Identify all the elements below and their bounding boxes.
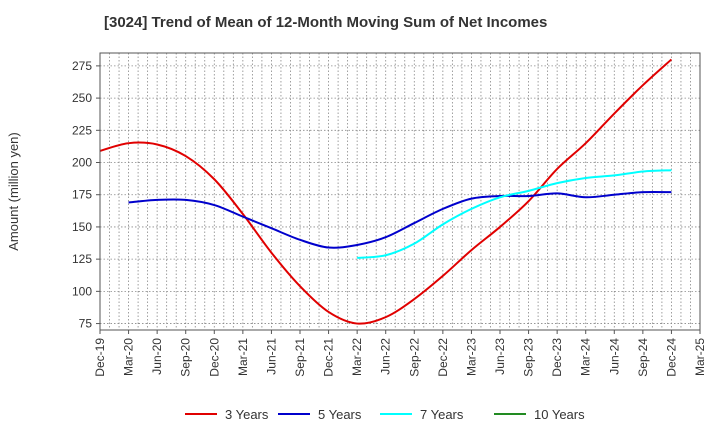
legend: 3 Years 5 Years 7 Years 10 Years xyxy=(185,407,585,422)
chart-title: [3024] Trend of Mean of 12-Month Moving … xyxy=(104,14,548,31)
x-tick-label: Jun-20 xyxy=(150,338,164,375)
x-tick-label: Sep-20 xyxy=(179,338,193,377)
legend-label-3-years: 3 Years xyxy=(225,407,269,422)
x-tick-label: Jun-23 xyxy=(493,338,507,375)
x-tick-label: Jun-24 xyxy=(607,338,621,375)
x-tick-label: Dec-22 xyxy=(436,338,450,377)
y-tick-label: 225 xyxy=(72,123,92,137)
legend-label-10-years: 10 Years xyxy=(534,407,585,422)
series-line-3-years xyxy=(99,58,673,325)
x-tick-label: Dec-23 xyxy=(550,338,564,377)
x-tick-label: Dec-24 xyxy=(664,338,678,377)
legend-label-7-years: 7 Years xyxy=(420,407,464,422)
x-tick-label: Jun-21 xyxy=(264,338,278,375)
y-tick-label: 275 xyxy=(72,59,92,73)
y-axis-ticks: 75 100 125 150 175 200 225 250 275 xyxy=(72,59,100,331)
series-line-7-years xyxy=(357,169,672,259)
x-tick-label: Mar-21 xyxy=(236,338,250,376)
x-axis-ticks: Dec-19 Mar-20 Jun-20 Sep-20 Dec-20 Mar-21 Jun-… xyxy=(93,330,707,377)
grid xyxy=(100,53,700,330)
y-tick-label: 175 xyxy=(72,188,92,202)
x-tick-label: Dec-19 xyxy=(93,338,107,377)
y-tick-label: 150 xyxy=(72,220,92,234)
x-tick-label: Mar-24 xyxy=(579,338,593,376)
x-tick-label: Sep-24 xyxy=(636,338,650,377)
x-tick-label: Dec-21 xyxy=(322,338,336,377)
legend-label-5-years: 5 Years xyxy=(318,407,362,422)
y-tick-label: 125 xyxy=(72,252,92,266)
x-tick-label: Jun-22 xyxy=(379,338,393,375)
plot-frame xyxy=(99,52,701,331)
y-tick-label: 75 xyxy=(79,317,93,331)
x-tick-label: Dec-20 xyxy=(207,338,221,377)
x-tick-label: Sep-23 xyxy=(522,338,536,377)
y-tick-label: 250 xyxy=(72,91,92,105)
y-tick-label: 100 xyxy=(72,284,92,298)
x-tick-label: Mar-22 xyxy=(350,338,364,376)
series-lines xyxy=(99,58,673,325)
y-axis-label: Amount (million yen) xyxy=(6,132,21,251)
x-tick-label: Mar-25 xyxy=(693,338,707,376)
x-tick-label: Mar-20 xyxy=(122,338,136,376)
x-tick-label: Sep-21 xyxy=(293,338,307,377)
x-tick-label: Mar-23 xyxy=(464,338,478,376)
series-line-5-years xyxy=(128,190,672,249)
x-tick-label: Sep-22 xyxy=(407,338,421,377)
y-tick-label: 200 xyxy=(72,156,92,170)
